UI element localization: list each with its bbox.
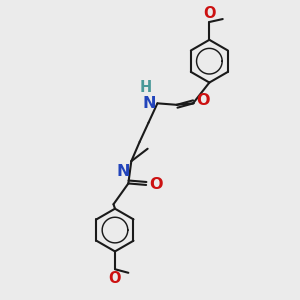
Text: O: O <box>203 5 216 20</box>
Text: O: O <box>149 177 163 192</box>
Text: N: N <box>142 95 156 110</box>
Text: N: N <box>116 164 130 178</box>
Text: O: O <box>109 271 121 286</box>
Text: H: H <box>140 80 152 95</box>
Text: O: O <box>196 93 209 108</box>
